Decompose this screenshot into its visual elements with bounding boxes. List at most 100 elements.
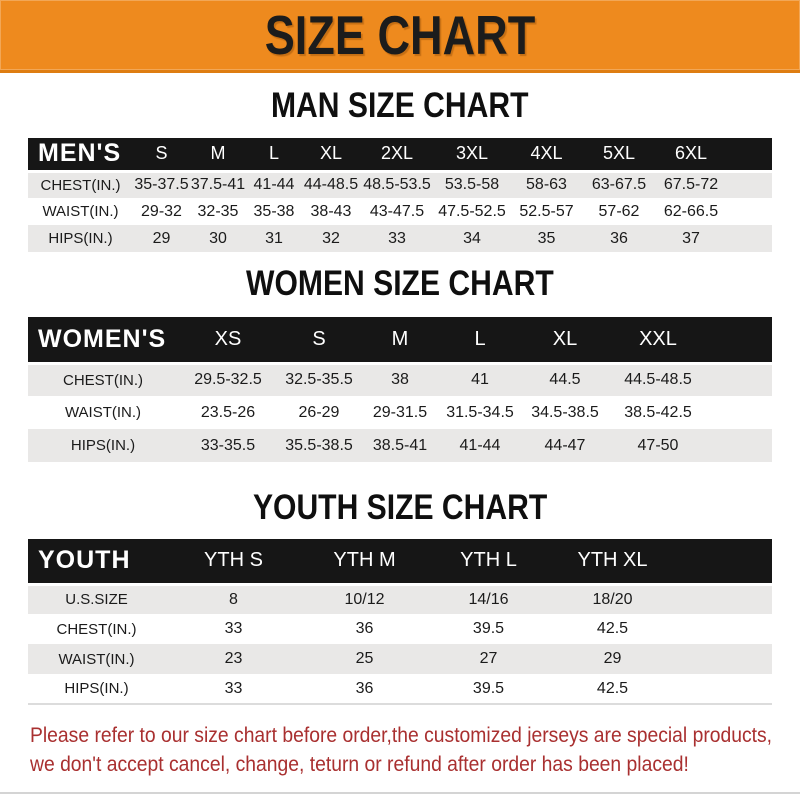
value-cell: 43-47.5 (369, 202, 425, 220)
value-cell: 31.5-34.5 (446, 403, 514, 421)
size-header-cell: S (133, 138, 190, 173)
value-cell: 29.5-32.5 (194, 371, 262, 389)
size-header-cell: L (246, 138, 302, 173)
size-header-cell: YTH S (165, 539, 302, 586)
value-cell: 36 (610, 229, 628, 247)
row-spacer-cell (675, 644, 772, 674)
table-row: HIPS(IN.) 33 36 39.5 42.5 (28, 674, 772, 704)
value-cell: 57-62 (598, 202, 640, 220)
value-cell: 31 (265, 229, 283, 247)
women-section-heading: WOMEN SIZE CHART (0, 264, 800, 304)
value-cell: 32.5-35.5 (285, 371, 353, 389)
value-cell: 48.5-53.5 (363, 176, 431, 194)
value-cell: 34 (463, 229, 481, 247)
value-cell: 52.5-57 (519, 202, 574, 220)
value-cell: 37.5-41 (190, 176, 246, 194)
value-cell: 36 (355, 620, 374, 637)
table-row: WAIST(IN.) 23 25 27 29 (28, 644, 772, 674)
value-cell: 35-38 (253, 202, 295, 220)
row-spacer-cell (706, 363, 772, 396)
measurement-label-cell: HIPS(IN.) (64, 680, 129, 697)
value-cell: 30 (209, 229, 227, 247)
size-header-cell: XL (302, 138, 360, 173)
notice-line-1: Please refer to our size chart before or… (30, 724, 773, 747)
size-header-cell: 4XL (510, 138, 583, 173)
header-spacer-cell (706, 317, 772, 365)
table-corner-label: MEN'S (28, 138, 133, 173)
size-header-cell: XS (178, 317, 278, 365)
table-header-row: MEN'S S M L XL 2XL 3XL 4XL 5XL 6XL (28, 138, 772, 173)
table-header-row: WOMEN'S XS S M L XL XXL (28, 317, 772, 365)
size-header-cell: YTH XL (550, 539, 675, 586)
header-spacer-cell (675, 539, 772, 586)
row-spacer-cell (675, 614, 772, 644)
value-cell: 42.5 (596, 679, 629, 697)
value-cell: 33 (224, 679, 243, 697)
row-spacer-cell (727, 171, 772, 198)
table-row: CHEST(IN.) 35-37.5 37.5-41 41-44 44-48.5 48.5… (28, 171, 772, 198)
value-cell: 41 (471, 371, 489, 389)
measurement-label-cell: CHEST(IN.) (40, 176, 121, 194)
measurement-label-cell: CHEST(IN.) (63, 371, 143, 389)
footer-notice: Please refer to our size chart before or… (30, 721, 800, 779)
table-row: HIPS(IN.) 29 30 31 32 33 34 35 36 37 (28, 225, 772, 252)
table-row: HIPS(IN.) 33-35.5 35.5-38.5 38.5-41 41-44 44-… (28, 429, 772, 462)
size-header-cell: XL (520, 317, 610, 365)
youth-section-heading-text: YOUTH SIZE CHART (252, 488, 548, 527)
measurement-label-cell: WAIST(IN.) (42, 203, 119, 220)
value-cell: 32-35 (197, 202, 239, 220)
size-header-cell: 2XL (360, 138, 434, 173)
row-spacer-cell (706, 429, 772, 462)
youth-size-table: YOUTH YTH S YTH M YTH L YTH XL U.S.SIZE 8 10/12… (28, 539, 772, 705)
size-header-cell: YTH L (427, 539, 550, 586)
value-cell: 29 (152, 229, 171, 247)
measurement-label-cell: WAIST(IN.) (64, 404, 142, 421)
value-cell: 42.5 (596, 620, 629, 637)
value-cell: 36 (355, 679, 374, 697)
table-header-row: YOUTH YTH S YTH M YTH L YTH XL (28, 539, 772, 586)
table-corner-label: YOUTH (28, 539, 165, 586)
value-cell: 41-44 (253, 176, 295, 194)
value-cell: 53.5-58 (444, 176, 500, 194)
table-row: U.S.SIZE 8 10/12 14/16 18/20 (28, 584, 772, 614)
value-cell: 37 (682, 229, 700, 247)
value-cell: 47-50 (637, 436, 679, 454)
table-row: WAIST(IN.) 23.5-26 26-29 29-31.5 31.5-34.5 34… (28, 396, 772, 429)
value-cell: 35-37.5 (134, 176, 189, 194)
value-cell: 63-67.5 (591, 176, 647, 194)
size-header-cell: XXL (610, 317, 706, 365)
table-row: CHEST(IN.) 29.5-32.5 32.5-35.5 38 41 44.5 44.5… (28, 363, 772, 396)
measurement-label-cell: U.S.SIZE (65, 591, 128, 609)
row-spacer-cell (675, 674, 772, 704)
value-cell: 29 (603, 650, 622, 667)
row-spacer-cell (706, 396, 772, 429)
table-row: CHEST(IN.) 33 36 39.5 42.5 (28, 614, 772, 644)
size-header-cell: YTH M (302, 539, 427, 586)
value-cell: 58-63 (526, 176, 567, 194)
size-header-cell: 3XL (434, 138, 510, 173)
row-spacer-cell (675, 584, 772, 614)
value-cell: 62-66.5 (663, 202, 719, 220)
value-cell: 26-29 (298, 403, 340, 421)
value-cell: 33 (224, 620, 243, 637)
value-cell: 29-32 (141, 202, 182, 220)
value-cell: 35.5-38.5 (285, 436, 353, 454)
measurement-label-cell: HIPS(IN.) (48, 230, 113, 247)
value-cell: 25 (355, 650, 374, 667)
measurement-label-cell: WAIST(IN.) (58, 650, 135, 668)
value-cell: 44-47 (544, 436, 586, 454)
measurement-label-cell: CHEST(IN.) (56, 620, 137, 638)
size-header-cell: S (278, 317, 360, 365)
women-size-table: WOMEN'S XS S M L XL XXL CHEST(IN.) 29.5-32.5 32.5… (28, 317, 772, 462)
value-cell: 41-44 (459, 436, 501, 454)
value-cell: 29-31.5 (372, 403, 428, 421)
value-cell: 33-35.5 (200, 436, 256, 454)
value-cell: 39.5 (472, 679, 505, 697)
men-section-heading-text: MAN SIZE CHART (271, 86, 529, 125)
row-spacer-cell (727, 198, 772, 225)
value-cell: 32 (322, 229, 340, 247)
value-cell: 44.5 (549, 371, 581, 389)
youth-section-heading: YOUTH SIZE CHART (0, 488, 800, 528)
banner-title: SIZE CHART (264, 4, 536, 66)
